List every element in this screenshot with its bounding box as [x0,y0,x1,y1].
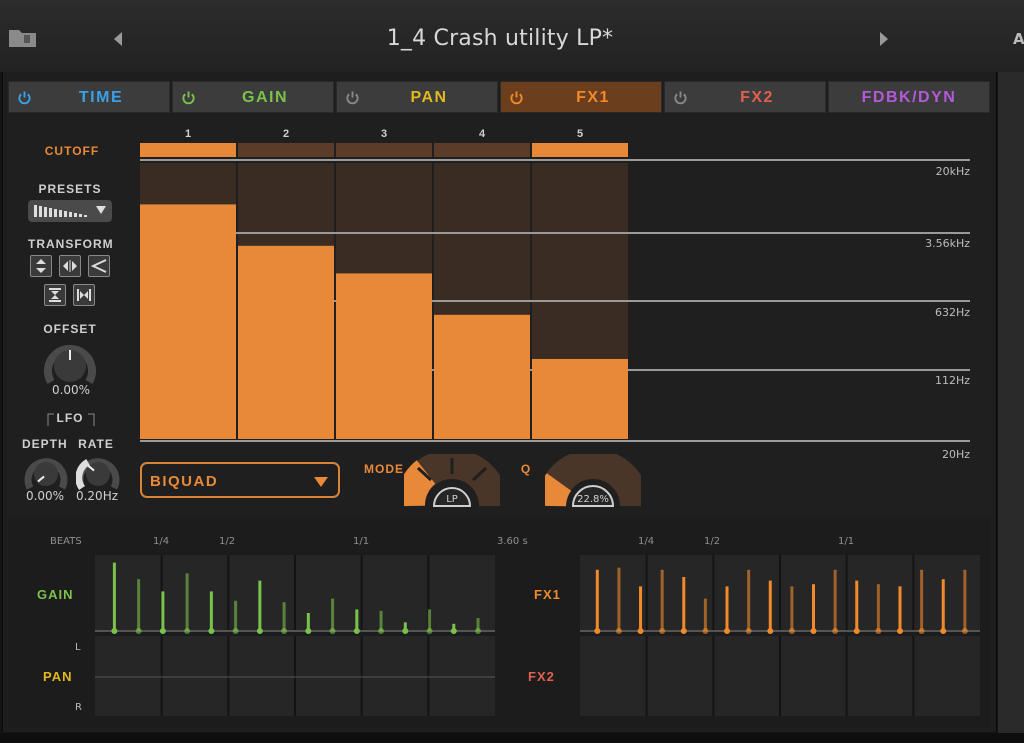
preset-shape-icon [34,205,87,217]
tab-fx2[interactable]: FX2 [664,81,826,113]
left-tick-whole: 1/1 [353,536,370,547]
lfo-label: LFO [56,411,84,425]
preset-title[interactable]: 1_4 Crash utility LP* [386,26,614,51]
freq-label-3-56khz: 3.56kHz [925,237,970,250]
tab-label: FDBK/DYN [861,89,957,106]
tab-fx1[interactable]: FX1 [500,81,662,113]
q-label: Q [520,462,532,476]
filter-type-value: BIQUAD [150,473,219,490]
gain-lane-label[interactable]: GAIN [37,587,74,602]
duration-label: 3.60 s [497,536,528,547]
q-value: 22.8% [577,494,609,505]
depth-label: DEPTH [22,437,68,451]
tab-gain[interactable]: GAIN [172,81,334,113]
window-header: 1_4 Crash utility LP* A [0,0,1024,72]
tab-time[interactable]: TIME [8,81,170,113]
cutoff-label: CUTOFF [44,144,100,158]
status-bar [0,733,1024,743]
presets-dropdown[interactable] [28,200,112,222]
power-icon[interactable] [181,90,196,105]
step-number: 2 [282,128,290,140]
compress-vertical-button[interactable] [44,284,66,306]
modulation-sequencer [8,518,990,728]
lfo-bracket [47,413,95,426]
lfo-depth-knob[interactable] [24,454,68,492]
freq-label-20khz: 20kHz [935,165,970,178]
flip-horizontal-button[interactable] [59,255,81,277]
beats-label: BEATS [50,536,82,547]
compress-horizontal-button[interactable] [73,284,95,306]
left-tick-half: 1/2 [219,536,236,547]
filter-mode-value: LP [446,494,458,505]
tab-label: TIME [78,89,124,106]
power-icon[interactable] [673,90,688,105]
ramp-icon [91,259,107,273]
ramp-button[interactable] [88,255,110,277]
power-icon[interactable] [17,90,32,105]
presets-label: PRESETS [38,182,102,196]
compress-vertical-icon [49,288,61,302]
lfo-rate-value: 0.20Hz [75,489,119,503]
offset-knob[interactable] [43,340,97,390]
chevron-down-icon [96,206,106,214]
flip-vertical-button[interactable] [30,255,52,277]
chevron-down-icon [314,477,328,487]
flip-vertical-icon [36,259,46,273]
left-tick-quarter: 1/4 [153,536,170,547]
fx1-lane-label[interactable]: FX1 [534,587,561,602]
offset-label: OFFSET [43,322,97,336]
right-tick-quarter: 1/4 [638,536,655,547]
filter-mode-selector[interactable] [404,454,500,510]
previous-preset-arrow-icon[interactable] [110,30,126,48]
tab-label: FX2 [740,89,774,106]
right-tick-half: 1/2 [704,536,721,547]
offset-value: 0.00% [51,383,91,397]
tab-label: GAIN [242,89,288,106]
right-side-panel [998,72,1024,733]
pan-left-label: L [75,642,81,653]
rate-label: RATE [78,437,114,451]
tab-pan[interactable]: PAN [336,81,498,113]
transform-label: TRANSFORM [28,237,114,251]
filter-type-dropdown[interactable]: BIQUAD [140,462,340,498]
freq-label-632hz: 632Hz [934,306,970,319]
power-icon[interactable] [345,90,360,105]
power-icon[interactable] [509,90,524,105]
module-tabs: TIME GAIN PAN FX1 FX2 FDBK/DYN [8,81,990,113]
compress-horizontal-icon [77,289,91,301]
lfo-rate-knob[interactable] [76,454,120,492]
mode-label: MODE [364,462,404,476]
freq-label-20hz: 20Hz [941,448,970,461]
flip-horizontal-icon [63,260,77,272]
next-preset-arrow-icon[interactable] [876,30,892,48]
step-number: 5 [576,128,584,140]
tab-label: FX1 [576,89,610,106]
pan-right-label: R [75,702,82,713]
tab-label: PAN [410,89,448,106]
tab-fdbk-dyn[interactable]: FDBK/DYN [828,81,990,113]
step-number: 3 [380,128,388,140]
folder-icon[interactable] [8,28,38,48]
q-knob[interactable] [545,454,641,510]
step-number: 1 [184,128,192,140]
edge-label: A [1013,30,1024,48]
right-tick-whole: 1/1 [838,536,855,547]
pan-lane-label[interactable]: PAN [43,669,73,684]
fx2-lane-label[interactable]: FX2 [528,669,555,684]
lfo-depth-value: 0.00% [25,489,65,503]
freq-label-112hz: 112Hz [934,374,970,387]
step-number: 4 [478,128,486,140]
